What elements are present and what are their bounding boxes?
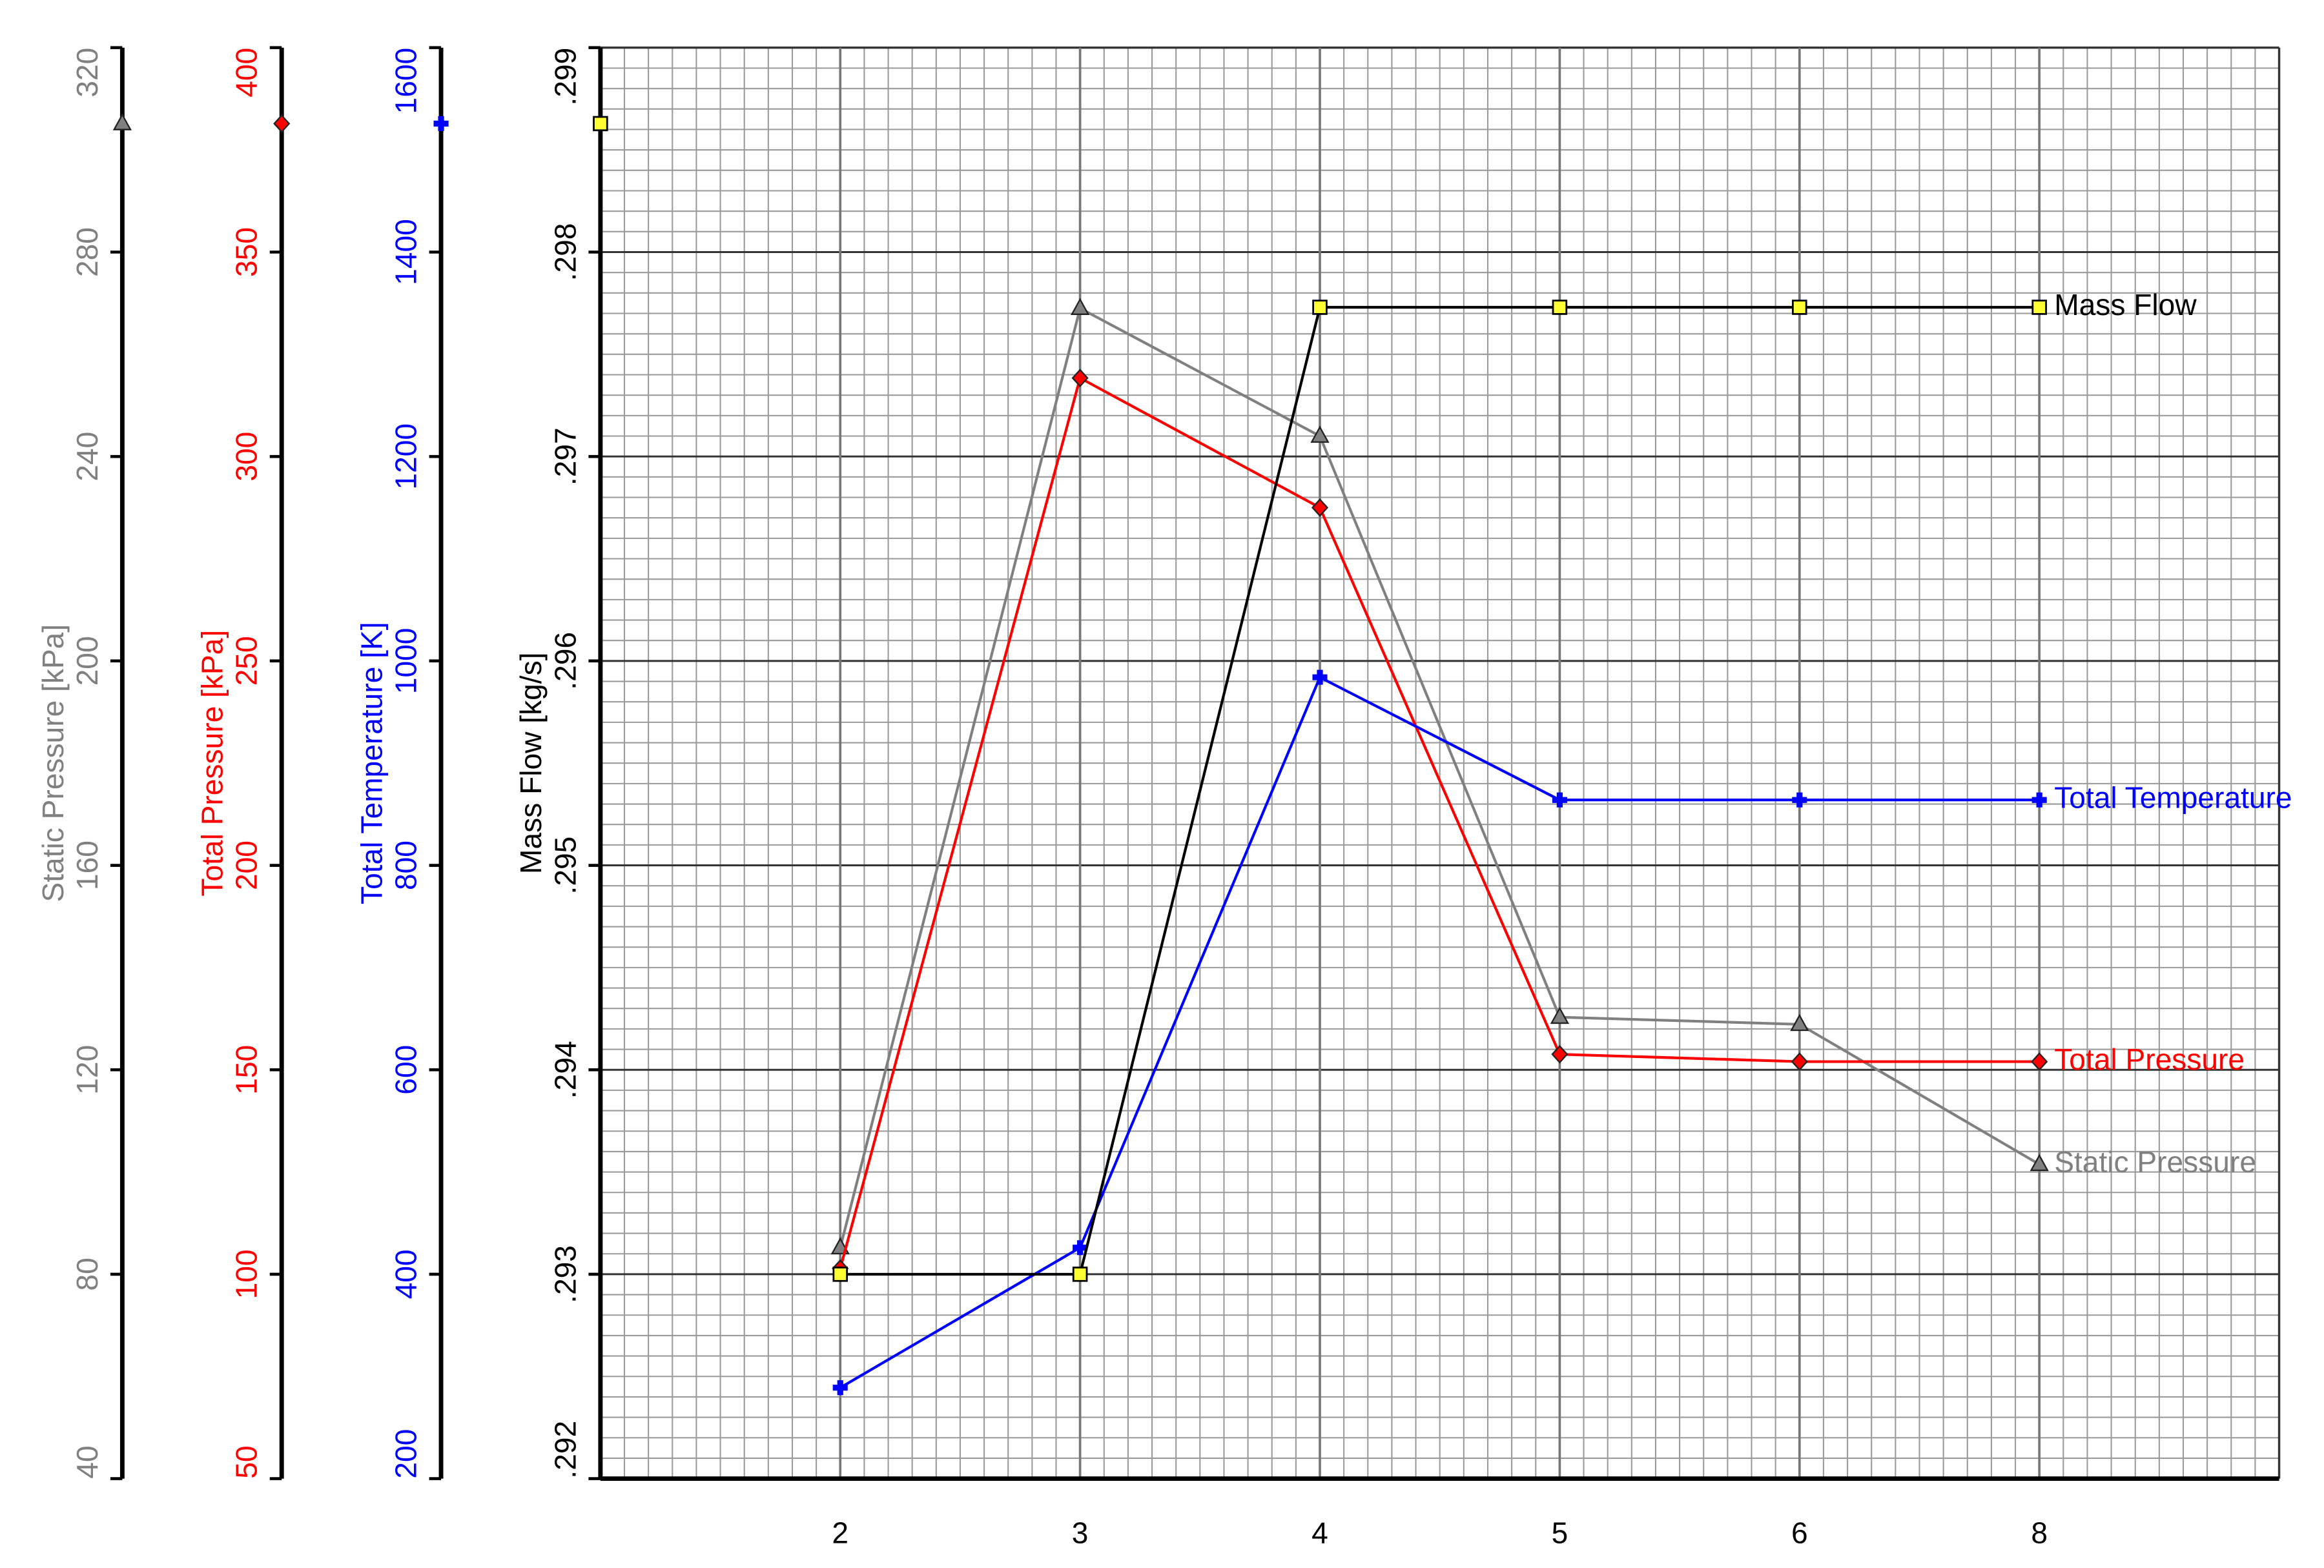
series-label: Static Pressure — [2054, 1145, 2256, 1179]
y-tick-label: .295 — [548, 837, 582, 895]
y-tick-label: 160 — [70, 840, 104, 890]
y-tick-label: 80 — [70, 1257, 104, 1290]
y-tick-label: 200 — [230, 840, 263, 890]
data-point — [1792, 300, 1807, 315]
data-point — [2030, 1154, 2049, 1172]
x-tick-label: 6 — [1791, 1516, 1808, 1549]
y-tick-label: 1200 — [389, 423, 422, 490]
data-point — [1310, 425, 1330, 443]
y-tick-label: 600 — [389, 1045, 422, 1095]
y-axis-title: Total Temperature [K] — [355, 622, 388, 904]
data-point — [1072, 1267, 1088, 1282]
x-tick-label: 3 — [1072, 1516, 1089, 1549]
data-point — [1550, 1006, 1570, 1024]
data-point — [832, 1267, 848, 1282]
data-point — [1312, 300, 1328, 315]
axis-marker — [433, 116, 449, 131]
y-tick-label: .297 — [548, 427, 582, 485]
series-line — [839, 675, 2040, 1389]
y-axis-title: Mass Flow [kg/s] — [514, 652, 548, 873]
y-tick-label: .298 — [548, 223, 582, 281]
y-tick-label: 250 — [230, 636, 263, 686]
axis-marker — [112, 113, 132, 130]
y-tick-label: 320 — [70, 48, 104, 97]
y-tick-label: 1600 — [389, 48, 422, 114]
data-point — [832, 1380, 848, 1396]
y-tick-label: .292 — [548, 1421, 582, 1479]
y-tick-label: 50 — [230, 1445, 263, 1478]
data-point — [2031, 1052, 2048, 1071]
series-label: Total Temperature — [2054, 780, 2292, 814]
y-tick-label: 1000 — [389, 628, 422, 695]
series-label: Total Pressure — [2054, 1043, 2245, 1076]
series-line — [840, 305, 2040, 1276]
data-point — [2031, 792, 2047, 808]
y-axis-title: Static Pressure [kPa] — [36, 624, 70, 902]
data-point — [1073, 1240, 1088, 1256]
data-point — [1311, 498, 1329, 517]
data-point — [1791, 1052, 1808, 1071]
axis-marker — [593, 116, 608, 132]
y-tick-label: 800 — [389, 840, 422, 890]
x-tick-label: 8 — [2031, 1516, 2048, 1549]
series-line — [839, 306, 2041, 1248]
data-point — [1312, 669, 1328, 685]
y-tick-label: 1400 — [389, 219, 422, 285]
y-tick-label: 400 — [389, 1249, 422, 1299]
data-point — [2031, 300, 2047, 315]
data-point — [1552, 300, 1568, 315]
y-tick-label: 300 — [230, 432, 263, 482]
data-point — [1071, 369, 1089, 387]
y-tick-label: 100 — [230, 1249, 263, 1299]
x-tick-label: 2 — [832, 1516, 848, 1549]
y-tick-label: 240 — [70, 432, 104, 482]
y-tick-label: 400 — [230, 48, 263, 97]
y-tick-label: 150 — [230, 1045, 263, 1095]
x-tick-label: 5 — [1552, 1516, 1568, 1549]
y-tick-label: 200 — [389, 1429, 422, 1479]
y-tick-label: .296 — [548, 632, 582, 690]
series-line — [839, 376, 2040, 1269]
data-point — [1792, 792, 1807, 808]
y-tick-label: 280 — [70, 227, 104, 277]
axis-marker — [273, 114, 291, 133]
y-tick-label: .299 — [548, 48, 582, 106]
y-tick-label: 120 — [70, 1045, 104, 1095]
data-point — [1552, 792, 1567, 808]
x-tick-label: 4 — [1311, 1516, 1328, 1549]
y-tick-label: 350 — [230, 227, 263, 277]
y-tick-label: .293 — [548, 1245, 582, 1303]
data-point — [1790, 1013, 1809, 1032]
y-axis-title: Total Pressure [kPa] — [196, 630, 229, 897]
y-tick-label: 200 — [70, 636, 104, 686]
y-tick-label: .294 — [548, 1041, 582, 1099]
series-label: Mass Flow — [2054, 288, 2197, 321]
data-point — [1070, 298, 1090, 315]
data-point — [1551, 1044, 1568, 1064]
y-tick-label: 40 — [70, 1445, 104, 1478]
